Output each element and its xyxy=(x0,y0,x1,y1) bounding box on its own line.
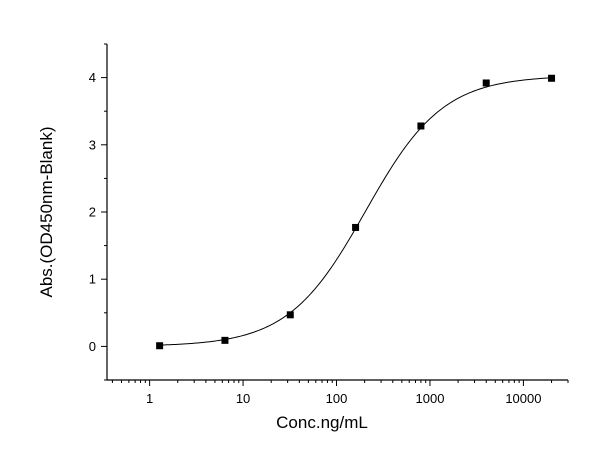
x-axis-title: Conc.ng/mL xyxy=(276,413,368,432)
data-point xyxy=(156,342,164,350)
x-tick-label: 10 xyxy=(236,391,250,406)
y-axis-title: Abs.(OD450nm-Blank) xyxy=(37,126,56,297)
data-point xyxy=(221,336,229,344)
fit-curve xyxy=(159,77,552,346)
data-point xyxy=(286,311,294,319)
y-tick-label: 4 xyxy=(89,70,96,85)
y-tick-label: 3 xyxy=(89,137,96,152)
x-tick-label: 10000 xyxy=(505,391,541,406)
axes: 0 1 2 3 4 1 10 100 1000 10000 xyxy=(89,43,569,406)
x-tick-label: 1 xyxy=(146,391,153,406)
y-tick-label: 2 xyxy=(89,205,96,220)
data-points xyxy=(156,74,556,350)
data-point xyxy=(352,223,360,231)
data-point xyxy=(482,79,490,87)
data-point xyxy=(417,122,425,130)
x-tick-label: 100 xyxy=(326,391,348,406)
data-point xyxy=(548,74,556,82)
y-tick-label: 0 xyxy=(89,339,96,354)
y-tick-label: 1 xyxy=(89,272,96,287)
x-tick-label: 1000 xyxy=(416,391,445,406)
